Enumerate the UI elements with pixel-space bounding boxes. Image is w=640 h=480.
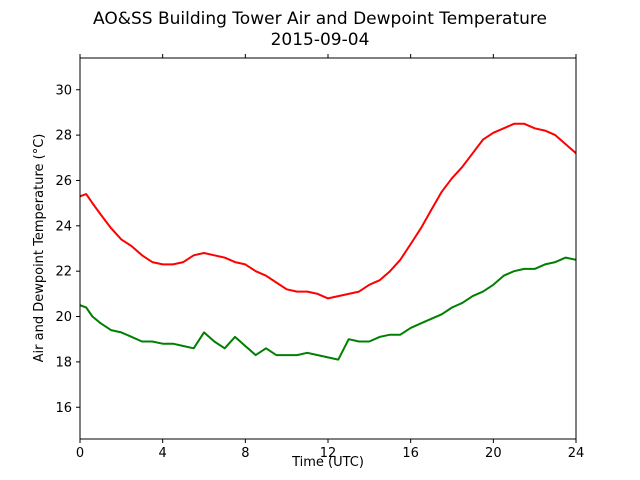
x-tick-label: 4 bbox=[159, 446, 167, 461]
series-line-1 bbox=[79, 122, 577, 300]
x-tick-label: 8 bbox=[241, 446, 249, 461]
plot-frame bbox=[79, 57, 577, 440]
y-tick-label: 22 bbox=[55, 265, 72, 280]
y-tick-label: 28 bbox=[55, 129, 72, 144]
tick-layer: 0 4 8 12 16 20 24 16 18 20 22 24 26 28 30 bbox=[55, 54, 584, 461]
y-tick-label: 18 bbox=[55, 355, 72, 370]
chart-subtitle: 2015-09-04 bbox=[271, 30, 370, 50]
series-layer bbox=[79, 122, 577, 361]
y-tick-label: 20 bbox=[55, 310, 72, 325]
x-axis-label: Time (UTC) bbox=[291, 455, 364, 470]
y-axis-label: Air and Dewpoint Temperature (°C) bbox=[32, 134, 47, 363]
y-tick-label: 26 bbox=[55, 174, 72, 189]
x-tick-label: 20 bbox=[485, 446, 502, 461]
y-tick-label: 30 bbox=[55, 83, 72, 98]
series-line-2 bbox=[79, 256, 577, 361]
y-tick-label: 16 bbox=[55, 401, 72, 416]
x-tick-label: 12 bbox=[320, 446, 337, 461]
x-tick-label: 24 bbox=[568, 446, 585, 461]
x-tick-label: 16 bbox=[402, 446, 419, 461]
y-tick-label: 24 bbox=[55, 219, 72, 234]
chart-title: AO&SS Building Tower Air and Dewpoint Te… bbox=[93, 9, 547, 29]
x-tick-label: 0 bbox=[76, 446, 84, 461]
